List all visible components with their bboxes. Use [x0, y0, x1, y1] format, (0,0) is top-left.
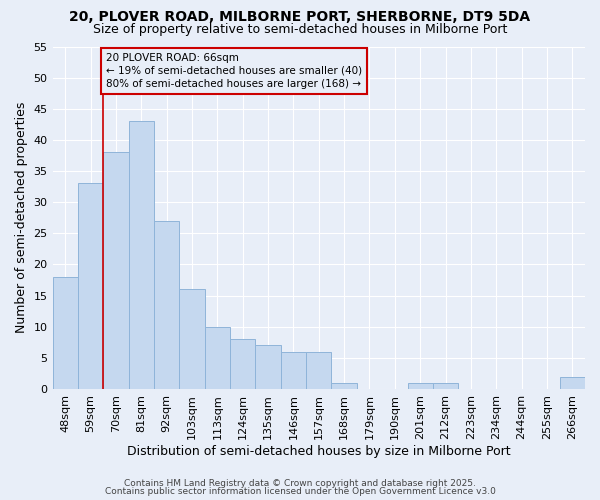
Bar	[205, 326, 230, 389]
Bar	[78, 184, 103, 389]
Text: 20, PLOVER ROAD, MILBORNE PORT, SHERBORNE, DT9 5DA: 20, PLOVER ROAD, MILBORNE PORT, SHERBORN…	[70, 10, 530, 24]
Text: Size of property relative to semi-detached houses in Milborne Port: Size of property relative to semi-detach…	[93, 22, 507, 36]
Text: 20 PLOVER ROAD: 66sqm
← 19% of semi-detached houses are smaller (40)
80% of semi: 20 PLOVER ROAD: 66sqm ← 19% of semi-deta…	[106, 52, 362, 89]
Bar	[281, 352, 306, 389]
Bar	[306, 352, 331, 389]
Bar	[560, 376, 585, 389]
X-axis label: Distribution of semi-detached houses by size in Milborne Port: Distribution of semi-detached houses by …	[127, 444, 511, 458]
Bar	[331, 382, 357, 389]
Bar	[433, 382, 458, 389]
Bar	[154, 221, 179, 389]
Text: Contains HM Land Registry data © Crown copyright and database right 2025.: Contains HM Land Registry data © Crown c…	[124, 478, 476, 488]
Bar	[407, 382, 433, 389]
Bar	[128, 121, 154, 389]
Y-axis label: Number of semi-detached properties: Number of semi-detached properties	[15, 102, 28, 334]
Bar	[230, 339, 256, 389]
Bar	[53, 277, 78, 389]
Bar	[103, 152, 128, 389]
Text: Contains public sector information licensed under the Open Government Licence v3: Contains public sector information licen…	[104, 487, 496, 496]
Bar	[179, 290, 205, 389]
Bar	[256, 346, 281, 389]
